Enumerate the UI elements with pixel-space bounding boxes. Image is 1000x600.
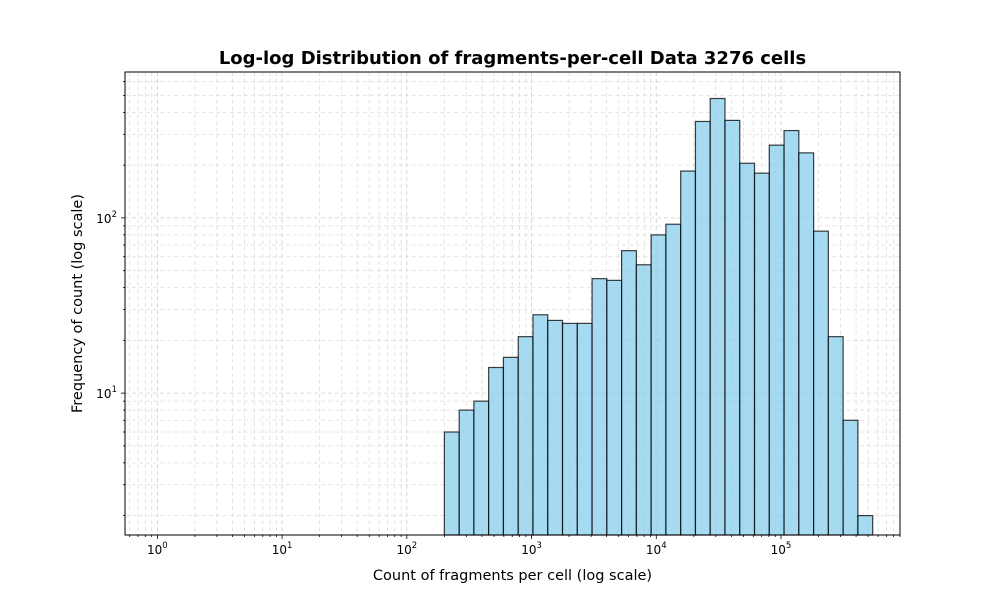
- histogram-bars: [443, 97, 874, 536]
- histogram-bar: [798, 152, 815, 536]
- histogram-bar: [783, 129, 800, 536]
- x-tick-label: 105: [771, 541, 792, 557]
- chart-title: Log-log Distribution of fragments-per-ce…: [219, 48, 806, 69]
- histogram-bar: [694, 120, 711, 536]
- histogram-bar: [547, 319, 564, 536]
- y-axis-label: Frequency of count (log scale): [70, 194, 86, 413]
- histogram-bar: [443, 431, 460, 536]
- histogram-bar: [768, 144, 785, 536]
- histogram-bar: [650, 234, 667, 536]
- histogram-bar: [739, 162, 756, 536]
- histogram-bar: [827, 336, 844, 536]
- histogram-bar: [665, 223, 682, 536]
- x-tick-label: 104: [646, 541, 667, 557]
- x-tick-label: 101: [272, 541, 293, 557]
- histogram-bar: [576, 322, 593, 536]
- x-tick-label: 102: [396, 541, 417, 557]
- histogram-bar: [709, 97, 726, 536]
- histogram-bar: [753, 172, 770, 536]
- y-tick-label: 101: [96, 385, 117, 401]
- histogram-bar: [680, 170, 697, 536]
- histogram-bar: [857, 515, 874, 536]
- y-tick-label: 102: [96, 210, 117, 226]
- histogram-bar: [561, 322, 578, 536]
- histogram-bar: [473, 400, 490, 536]
- histogram-bar: [724, 119, 741, 536]
- histogram-bar: [635, 264, 652, 536]
- x-tick-label: 100: [147, 541, 168, 557]
- histogram-bar: [502, 356, 519, 536]
- histogram-bar: [591, 278, 608, 536]
- histogram-bar: [813, 230, 829, 536]
- histogram-bar: [842, 419, 859, 536]
- plot-frame: [124, 71, 901, 536]
- histogram-bar: [517, 336, 534, 536]
- histogram-bar: [606, 279, 623, 536]
- histogram-bar: [488, 366, 505, 536]
- histogram-bar: [532, 314, 549, 536]
- x-tick-label: 103: [521, 541, 542, 557]
- histogram-bar: [621, 250, 637, 536]
- histogram-bar: [458, 409, 475, 536]
- x-axis-label: Count of fragments per cell (log scale): [373, 568, 652, 584]
